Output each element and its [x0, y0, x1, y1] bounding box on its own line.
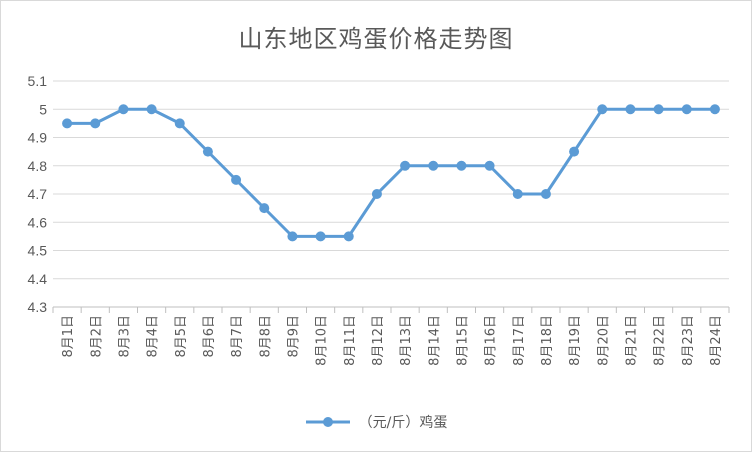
x-tick-label: 8月14日 — [427, 315, 442, 366]
data-point — [681, 104, 692, 115]
legend-label: （元/斤）鸡蛋 — [358, 415, 448, 431]
data-point — [512, 189, 523, 199]
x-tick-label: 8月1日 — [61, 315, 76, 358]
x-tick-label: 8月12日 — [371, 315, 386, 366]
x-tick-label: 8月5日 — [174, 315, 189, 358]
y-tick-label: 4.5 — [28, 243, 48, 259]
y-tick-label: 4.8 — [28, 158, 48, 174]
x-tick-label: 8月22日 — [653, 315, 668, 366]
legend-marker — [305, 417, 350, 427]
data-point — [287, 231, 298, 242]
y-tick-label: 4.7 — [28, 186, 48, 202]
legend: （元/斤）鸡蛋 — [1, 410, 751, 434]
data-point — [709, 104, 720, 115]
data-point — [62, 118, 73, 129]
x-tick-label: 8月7日 — [230, 315, 245, 358]
data-point — [174, 118, 185, 129]
x-tick-label: 8月19日 — [568, 315, 583, 366]
x-tick-label: 8月3日 — [117, 315, 132, 358]
data-point — [653, 104, 664, 115]
x-tick-label: 8月6日 — [202, 315, 217, 358]
data-point — [343, 231, 354, 242]
data-point — [428, 160, 439, 171]
x-tick-label: 8月8日 — [258, 315, 273, 358]
x-tick-label: 8月9日 — [286, 315, 301, 358]
x-tick-label: 8月2日 — [89, 315, 104, 358]
x-tick-label: 8月4日 — [146, 315, 161, 358]
data-point — [597, 104, 608, 115]
x-tick-label: 8月18日 — [540, 315, 555, 366]
data-point — [90, 118, 101, 129]
series-line — [67, 107, 715, 238]
data-point — [315, 231, 326, 242]
x-tick-label: 8月17日 — [512, 315, 527, 366]
x-tick-label: 8月15日 — [455, 315, 470, 366]
data-point — [202, 146, 213, 157]
x-tick-label: 8月11日 — [343, 315, 358, 366]
data-point — [118, 104, 129, 115]
y-tick-label: 4.9 — [28, 130, 48, 146]
y-tick-label: 4.4 — [28, 271, 48, 287]
x-tick-label: 8月13日 — [399, 315, 414, 366]
x-tick-label: 8月10日 — [315, 315, 330, 366]
x-tick-label: 8月23日 — [681, 315, 696, 366]
data-point — [484, 160, 495, 171]
data-point — [371, 189, 382, 199]
y-tick-label: 5.1 — [28, 73, 48, 89]
chart-title: 山东地区鸡蛋价格走势图 — [238, 25, 514, 53]
data-point — [456, 160, 467, 171]
data-point — [400, 160, 411, 171]
x-tick-label: 8月16日 — [484, 315, 499, 366]
data-point — [231, 174, 242, 185]
x-tick-label: 8月20日 — [596, 315, 611, 366]
y-tick-label: 4.3 — [28, 299, 48, 315]
data-point — [146, 104, 157, 115]
data-point — [625, 104, 636, 115]
y-tick-label: 5 — [39, 101, 47, 117]
data-point — [569, 146, 580, 157]
data-point — [540, 189, 551, 199]
y-tick-label: 4.6 — [28, 214, 48, 230]
x-tick-label: 8月24日 — [709, 315, 724, 366]
data-point — [259, 203, 270, 214]
x-tick-label: 8月21日 — [624, 315, 639, 366]
